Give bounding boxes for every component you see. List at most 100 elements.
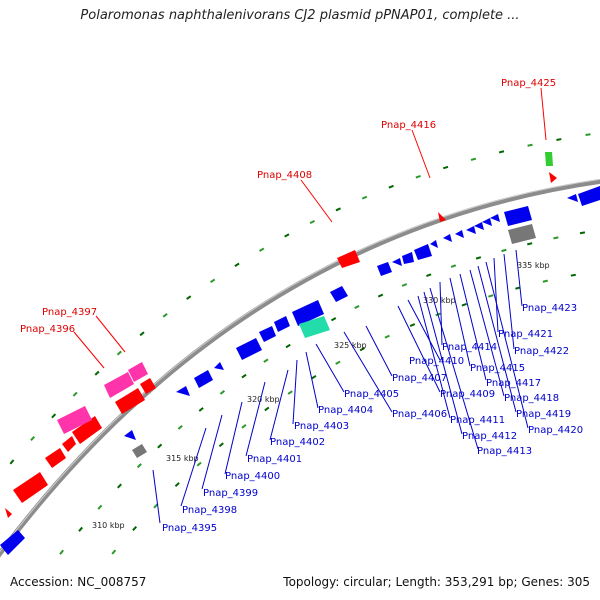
gene-label[interactable]: Pnap_4415 [470, 363, 525, 374]
gene-forward[interactable] [549, 172, 557, 183]
gene-label[interactable]: Pnap_4418 [504, 393, 559, 404]
tick-dot [30, 435, 36, 442]
tick-dot [157, 443, 163, 449]
tick-dot [132, 525, 138, 532]
tick-dot [335, 360, 341, 365]
gene-label[interactable]: Pnap_4397 [42, 307, 97, 318]
tick-dot [111, 549, 117, 555]
gene-label[interactable]: Pnap_4422 [514, 346, 569, 357]
tick-dot [585, 133, 591, 137]
gene-label[interactable]: Pnap_4398 [182, 505, 237, 516]
gene-teal[interactable] [299, 316, 330, 338]
gene-reverse[interactable] [377, 262, 392, 276]
gene-gray[interactable] [132, 444, 147, 458]
tick-label: 315 kbp [166, 454, 199, 463]
gene-reverse[interactable] [259, 326, 276, 342]
gene-reverse[interactable] [194, 370, 213, 388]
gene-reverse[interactable] [214, 362, 224, 370]
gene-forward[interactable] [5, 508, 12, 518]
tick-dot [527, 242, 533, 246]
gene-label[interactable]: Pnap_4403 [294, 421, 349, 432]
tick-dot [97, 504, 103, 510]
gene-forward[interactable] [62, 436, 76, 452]
tick-label: 335 kbp [517, 261, 550, 270]
gene-forward[interactable] [0, 530, 25, 555]
gene-reverse[interactable] [455, 230, 464, 238]
gene-label[interactable]: Pnap_4416 [381, 120, 436, 131]
gene-forward[interactable] [140, 378, 156, 394]
tick-dot [59, 549, 64, 555]
gene-label[interactable]: Pnap_4399 [203, 488, 258, 499]
tick-dot [354, 304, 360, 310]
gene-forward[interactable] [438, 212, 446, 222]
gene-reverse[interactable] [274, 316, 290, 332]
gene-label[interactable]: Pnap_4412 [462, 431, 517, 442]
gene-reverse[interactable] [466, 226, 476, 234]
gene-gray[interactable] [508, 224, 536, 244]
gene-forward[interactable] [115, 388, 145, 414]
gene-label[interactable]: Pnap_4421 [498, 329, 553, 340]
tick-dot [285, 343, 291, 349]
gene-label[interactable]: Pnap_4401 [247, 454, 302, 465]
gene-label[interactable]: Pnap_4417 [486, 378, 541, 389]
gene-label[interactable]: Pnap_4404 [318, 405, 373, 416]
gene-reverse[interactable] [504, 206, 532, 226]
gene-label[interactable]: Pnap_4419 [516, 409, 571, 420]
gene-label[interactable]: Pnap_4395 [162, 523, 217, 534]
gene-label[interactable]: Pnap_4409 [440, 389, 495, 400]
tick-dot [335, 207, 341, 212]
tick-dot [498, 150, 505, 154]
gene-reverse[interactable] [124, 430, 136, 440]
dot-rings [9, 133, 591, 555]
gene-label[interactable]: Pnap_4396 [20, 324, 75, 335]
gene-label[interactable]: Pnap_4425 [501, 78, 556, 89]
gene-reverse[interactable] [567, 194, 578, 202]
gene-reverse[interactable] [330, 286, 348, 302]
gene-reverse[interactable] [490, 214, 500, 222]
tick-dot [139, 331, 145, 337]
tick-dot [311, 374, 317, 380]
tick-dot [442, 165, 449, 170]
gene-reverse[interactable] [176, 386, 190, 396]
gene-label[interactable]: Pnap_4413 [477, 446, 532, 457]
gene-forward[interactable] [13, 472, 48, 503]
gene-pink[interactable] [104, 372, 134, 398]
tick-label: 310 kbp [92, 521, 125, 530]
gene-pink[interactable] [57, 406, 92, 434]
gene-reverse[interactable] [430, 240, 438, 248]
tick-dot [78, 526, 83, 532]
gene-reverse[interactable] [443, 234, 452, 242]
gene-reverse[interactable] [482, 218, 492, 226]
tick-dot [542, 279, 548, 283]
gene-label[interactable]: Pnap_4407 [392, 373, 447, 384]
gene-label[interactable]: Pnap_4402 [270, 437, 325, 448]
tick-dot [198, 407, 204, 412]
gene-label[interactable]: Pnap_4411 [450, 415, 505, 426]
gene-label[interactable]: Pnap_4420 [528, 425, 583, 436]
gene-forward[interactable] [45, 448, 66, 468]
gene-pink[interactable] [128, 362, 148, 382]
gene-reverse[interactable] [414, 244, 432, 260]
red-gene-labels: Pnap_4425 Pnap_4416 Pnap_4408 Pnap_4397 … [20, 78, 556, 335]
gene-reverse[interactable] [236, 338, 262, 360]
tick-dot [264, 406, 270, 412]
gene-label[interactable]: Pnap_4414 [442, 342, 497, 353]
tick-dot [72, 391, 78, 397]
gene-forward[interactable] [337, 250, 360, 268]
gene-label[interactable]: Pnap_4408 [257, 170, 312, 181]
gene-label[interactable]: Pnap_4400 [225, 471, 280, 482]
gene-reverse[interactable] [392, 258, 402, 266]
gene-forward[interactable] [72, 416, 102, 444]
gene-label[interactable]: Pnap_4423 [522, 303, 577, 314]
tick-dot [241, 424, 247, 429]
gene-reverse[interactable] [474, 222, 484, 230]
leader-lines [73, 87, 547, 524]
tick-dot [409, 323, 416, 328]
gene-green[interactable] [545, 152, 553, 166]
gene-reverse[interactable] [402, 252, 414, 264]
gene-label[interactable]: Pnap_4406 [392, 409, 447, 420]
gene-reverse[interactable] [578, 186, 600, 206]
gene-reverse[interactable] [292, 300, 324, 326]
gene-label[interactable]: Pnap_4410 [409, 356, 464, 367]
gene-label[interactable]: Pnap_4405 [344, 389, 399, 400]
